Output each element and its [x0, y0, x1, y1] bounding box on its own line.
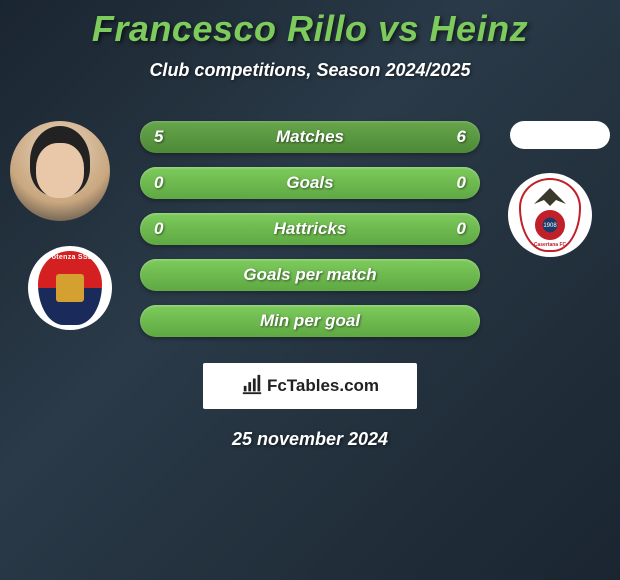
stat-label: Hattricks: [274, 219, 347, 239]
main-area: Potenza SSD 1908 Casertana FC 5 Mat: [0, 111, 620, 450]
stat-label: Matches: [276, 127, 344, 147]
football-icon: 1908: [535, 210, 565, 240]
subtitle: Club competitions, Season 2024/2025: [0, 60, 620, 81]
page-title: Francesco Rillo vs Heinz: [0, 8, 620, 50]
stat-bar-goals-per-match: Goals per match: [140, 259, 480, 291]
stat-left-value: 0: [154, 219, 163, 239]
watermark: FcTables.com: [203, 363, 417, 409]
crest-shield-icon: 1908 Casertana FC: [519, 178, 581, 252]
crest-shield-icon: Potenza SSD: [38, 251, 102, 325]
stat-left-value: 5: [154, 127, 163, 147]
stat-label: Goals per match: [243, 265, 376, 285]
crest-year: 1908: [537, 223, 563, 229]
crest-emblem-icon: [56, 274, 84, 302]
stat-bar-matches: 5 Matches 6: [140, 121, 480, 153]
stat-bar-goals: 0 Goals 0: [140, 167, 480, 199]
player-left-club-crest: Potenza SSD: [28, 246, 112, 330]
crest-left-label: Potenza SSD: [47, 254, 93, 261]
stat-bar-min-per-goal: Min per goal: [140, 305, 480, 337]
crest-right-label: Casertana FC: [534, 242, 566, 248]
stat-right-value: 0: [457, 219, 466, 239]
stat-bar-hattricks: 0 Hattricks 0: [140, 213, 480, 245]
player-left-avatar: [10, 121, 110, 221]
player-right-club-crest: 1908 Casertana FC: [508, 173, 592, 257]
stat-left-value: 0: [154, 173, 163, 193]
player-right-avatar: [510, 121, 610, 149]
watermark-text: FcTables.com: [267, 376, 379, 396]
comparison-card: Francesco Rillo vs Heinz Club competitio…: [0, 0, 620, 450]
stat-label: Min per goal: [260, 311, 360, 331]
stat-right-value: 0: [457, 173, 466, 193]
chart-icon: [241, 373, 263, 400]
stat-label: Goals: [286, 173, 333, 193]
date-label: 25 november 2024: [0, 429, 620, 450]
eagle-icon: [526, 186, 574, 208]
stat-right-value: 6: [457, 127, 466, 147]
stats-bars: 5 Matches 6 0 Goals 0 0 Hattricks 0 Goal…: [140, 111, 480, 337]
